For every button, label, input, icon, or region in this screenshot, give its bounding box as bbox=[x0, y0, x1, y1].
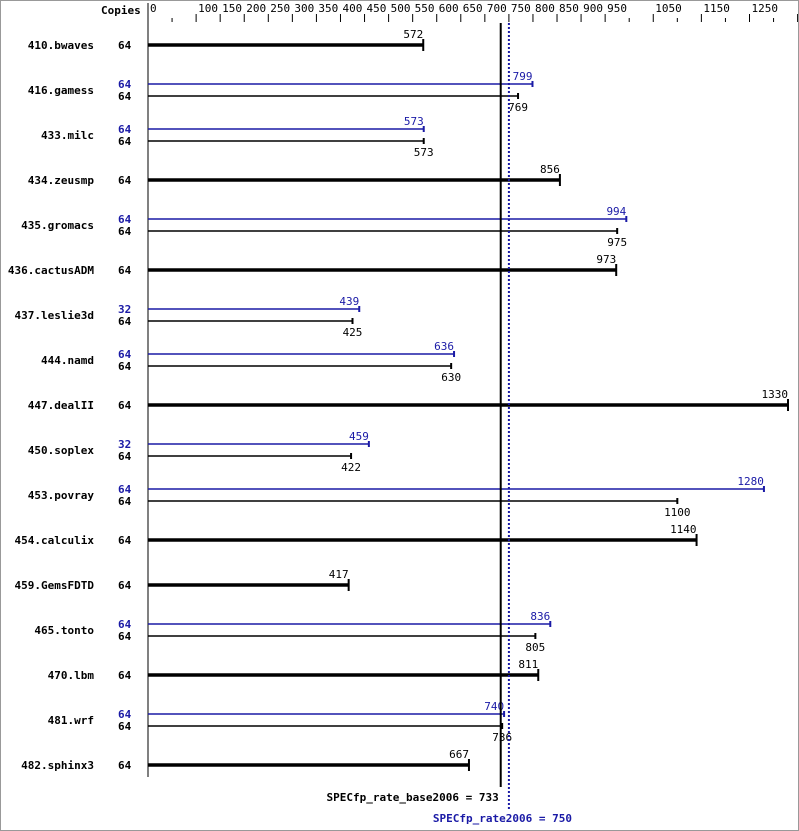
peak-value-label: 573 bbox=[404, 115, 424, 128]
peak-copies: 64 bbox=[118, 483, 132, 496]
base-value-label: 1330 bbox=[761, 388, 788, 401]
base-reference-label: SPECfp_rate_base2006 = 733 bbox=[327, 791, 499, 804]
base-value-label: 572 bbox=[403, 28, 423, 41]
benchmark-name: 454.calculix bbox=[15, 534, 95, 547]
x-tick-label: 300 bbox=[294, 2, 314, 15]
benchmark-name: 450.soplex bbox=[28, 444, 95, 457]
benchmark-name: 459.GemsFDTD bbox=[15, 579, 95, 592]
x-tick-label: 1250 bbox=[752, 2, 779, 15]
base-copies: 64 bbox=[118, 534, 132, 547]
base-copies: 64 bbox=[118, 264, 132, 277]
peak-copies: 64 bbox=[118, 618, 132, 631]
base-copies: 64 bbox=[118, 399, 132, 412]
peak-copies: 64 bbox=[118, 123, 132, 136]
x-tick-label: 500 bbox=[391, 2, 411, 15]
base-copies: 64 bbox=[118, 759, 132, 772]
base-copies: 64 bbox=[118, 495, 132, 508]
x-tick-label: 950 bbox=[607, 2, 627, 15]
base-value-label: 736 bbox=[492, 731, 512, 744]
benchmark-name: 470.lbm bbox=[48, 669, 95, 682]
x-tick-label: 650 bbox=[463, 2, 483, 15]
benchmark-name: 434.zeusmp bbox=[28, 174, 95, 187]
base-value-label: 811 bbox=[518, 658, 538, 671]
base-value-label: 856 bbox=[540, 163, 560, 176]
x-tick-label: 750 bbox=[511, 2, 531, 15]
base-value-label: 769 bbox=[508, 101, 528, 114]
x-tick-label: 550 bbox=[415, 2, 435, 15]
benchmark-name: 436.cactusADM bbox=[8, 264, 94, 277]
benchmark-name: 435.gromacs bbox=[21, 219, 94, 232]
x-tick-label: 1150 bbox=[703, 2, 730, 15]
base-copies: 64 bbox=[118, 450, 132, 463]
benchmark-name: 447.dealII bbox=[28, 399, 94, 412]
peak-copies: 32 bbox=[118, 438, 131, 451]
base-value-label: 975 bbox=[607, 236, 627, 249]
benchmark-name: 433.milc bbox=[41, 129, 94, 142]
peak-copies: 64 bbox=[118, 708, 132, 721]
base-copies: 64 bbox=[118, 630, 132, 643]
benchmark-name: 416.gamess bbox=[28, 84, 94, 97]
peak-copies: 64 bbox=[118, 348, 132, 361]
x-tick-label: 350 bbox=[318, 2, 338, 15]
base-value-label: 573 bbox=[414, 146, 434, 159]
peak-copies: 64 bbox=[118, 213, 132, 226]
x-tick-label: 600 bbox=[439, 2, 459, 15]
x-tick-label: 100 bbox=[198, 2, 218, 15]
x-tick-label: 400 bbox=[342, 2, 362, 15]
copies-header: Copies bbox=[101, 4, 141, 17]
x-tick-label: 450 bbox=[367, 2, 387, 15]
x-tick-label: 250 bbox=[270, 2, 290, 15]
peak-value-label: 740 bbox=[484, 700, 504, 713]
peak-value-label: 836 bbox=[530, 610, 550, 623]
base-value-label: 1140 bbox=[670, 523, 697, 536]
base-copies: 64 bbox=[118, 669, 132, 682]
base-copies: 64 bbox=[118, 174, 132, 187]
peak-value-label: 1280 bbox=[737, 475, 764, 488]
peak-reference-label: SPECfp_rate2006 = 750 bbox=[433, 812, 572, 825]
peak-value-label: 439 bbox=[339, 295, 359, 308]
base-copies: 64 bbox=[118, 135, 132, 148]
benchmark-name: 453.povray bbox=[28, 489, 95, 502]
benchmark-name: 481.wrf bbox=[48, 714, 94, 727]
base-copies: 64 bbox=[118, 90, 132, 103]
x-tick-label: 700 bbox=[487, 2, 507, 15]
base-value-label: 805 bbox=[525, 641, 545, 654]
base-value-label: 630 bbox=[441, 371, 461, 384]
peak-value-label: 994 bbox=[606, 205, 626, 218]
peak-copies: 32 bbox=[118, 303, 131, 316]
base-value-label: 667 bbox=[449, 748, 469, 761]
base-copies: 64 bbox=[118, 579, 132, 592]
benchmark-name: 482.sphinx3 bbox=[21, 759, 94, 772]
x-tick-label: 850 bbox=[559, 2, 579, 15]
benchmark-name: 410.bwaves bbox=[28, 39, 94, 52]
x-tick-label: 800 bbox=[535, 2, 555, 15]
base-value-label: 417 bbox=[329, 568, 349, 581]
x-tick-label: 0 bbox=[150, 2, 157, 15]
base-value-label: 973 bbox=[596, 253, 616, 266]
base-value-label: 422 bbox=[341, 461, 361, 474]
peak-value-label: 459 bbox=[349, 430, 369, 443]
base-copies: 64 bbox=[118, 39, 132, 52]
base-copies: 64 bbox=[118, 225, 132, 238]
peak-value-label: 799 bbox=[513, 70, 533, 83]
peak-value-label: 636 bbox=[434, 340, 454, 353]
base-copies: 64 bbox=[118, 720, 132, 733]
peak-copies: 64 bbox=[118, 78, 132, 91]
benchmark-name: 465.tonto bbox=[34, 624, 94, 637]
x-tick-label: 200 bbox=[246, 2, 266, 15]
base-copies: 64 bbox=[118, 360, 132, 373]
x-tick-label: 150 bbox=[222, 2, 242, 15]
base-copies: 64 bbox=[118, 315, 132, 328]
x-tick-label: 1050 bbox=[655, 2, 682, 15]
x-tick-label: 900 bbox=[583, 2, 603, 15]
base-value-label: 425 bbox=[343, 326, 363, 339]
base-value-label: 1100 bbox=[664, 506, 691, 519]
benchmark-name: 437.leslie3d bbox=[15, 309, 94, 322]
benchmark-name: 444.namd bbox=[41, 354, 94, 367]
